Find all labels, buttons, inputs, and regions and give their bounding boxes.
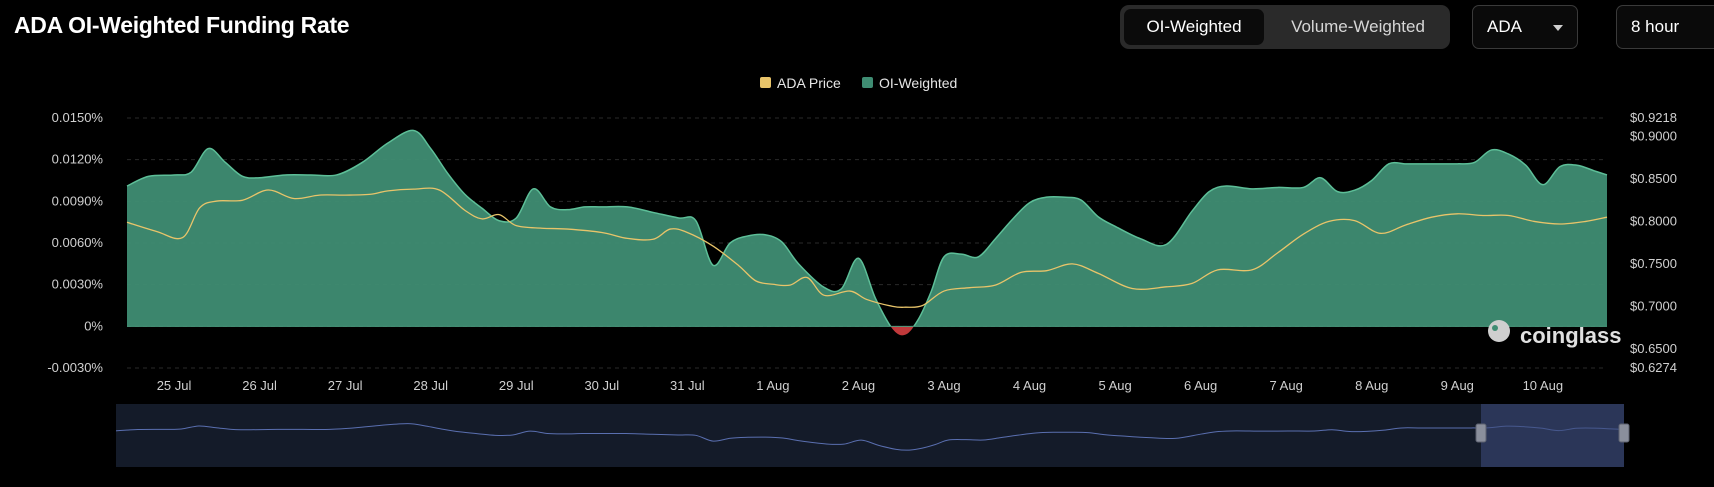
y-left-tick-label: -0.0030% — [47, 360, 103, 375]
legend-price[interactable]: ADA Price — [777, 75, 841, 91]
y-right-tick-label: $0.6274 — [1630, 360, 1677, 375]
chevron-down-icon — [1553, 25, 1563, 31]
y-right-tick-label: $0.9218 — [1630, 110, 1677, 125]
oi-area-positive — [127, 130, 1607, 327]
x-tick-label: 29 Jul — [499, 378, 534, 393]
interval-select[interactable]: 8 hour — [1616, 5, 1714, 49]
right-axis-labels: $0.9218 $0.9000 $0.8500 $0.8000 $0.7500 $0.70… — [1630, 110, 1677, 375]
interval-select-value: 8 hour — [1631, 17, 1680, 36]
y-left-tick-label: 0.0150% — [52, 110, 104, 125]
coinglass-logo-eye — [1492, 325, 1498, 331]
y-right-tick-label: $0.7500 — [1630, 256, 1677, 271]
x-tick-label: 10 Aug — [1523, 378, 1564, 393]
y-right-tick-label: $0.6500 — [1630, 341, 1677, 356]
y-left-tick-label: 0.0060% — [52, 235, 104, 250]
x-tick-label: 1 Aug — [756, 378, 789, 393]
oi-weighted-tab[interactable]: OI-Weighted — [1124, 9, 1264, 45]
range-navigator[interactable] — [115, 404, 1630, 467]
navigator-selection[interactable] — [1481, 404, 1624, 467]
x-tick-label: 8 Aug — [1355, 378, 1388, 393]
x-tick-label: 4 Aug — [1013, 378, 1046, 393]
price-line — [126, 187, 1608, 308]
navigator-handle-right[interactable] — [1618, 423, 1630, 443]
x-tick-label: 30 Jul — [584, 378, 619, 393]
coinglass-logo-icon — [1488, 320, 1510, 342]
x-tick-label: 26 Jul — [242, 378, 277, 393]
x-axis-labels: 25 Jul 26 Jul 27 Jul 28 Jul 29 Jul 30 Jul 31 J… — [157, 378, 1563, 393]
asset-select-value: ADA — [1487, 17, 1522, 36]
y-left-tick-label: 0% — [84, 318, 103, 333]
navigator-background — [116, 404, 1624, 467]
navigator-series — [115, 423, 1625, 451]
left-axis-labels: 0.0150% 0.0120% 0.0090% 0.0060% 0.0030% 0% -0.… — [47, 110, 103, 375]
y-right-tick-label: $0.8000 — [1630, 213, 1677, 228]
y-right-tick-label: $0.9000 — [1630, 129, 1677, 144]
x-tick-label: 7 Aug — [1270, 378, 1303, 393]
oi-area-negative — [890, 326, 914, 336]
navigator-handle-left[interactable] — [1475, 423, 1487, 443]
ada-price-line — [126, 187, 1608, 308]
y-right-tick-label: $0.8500 — [1630, 171, 1677, 186]
legend-oi-weighted[interactable]: OI-Weighted — [879, 75, 957, 91]
weighting-toggle: OI-Weighted Volume-Weighted — [1120, 5, 1450, 49]
asset-select[interactable]: ADA — [1472, 5, 1578, 49]
watermark-text: coinglass — [1520, 323, 1621, 348]
y-left-tick-label: 0.0090% — [52, 193, 104, 208]
oi-weighted-area — [126, 129, 1608, 336]
x-tick-label: 27 Jul — [328, 378, 363, 393]
y-right-tick-label: $0.7000 — [1630, 298, 1677, 313]
x-tick-label: 3 Aug — [927, 378, 960, 393]
x-tick-label: 25 Jul — [157, 378, 192, 393]
oi-weighted-line — [126, 129, 1608, 327]
y-left-tick-label: 0.0030% — [52, 277, 104, 292]
x-tick-label: 9 Aug — [1441, 378, 1474, 393]
page-title: ADA OI-Weighted Funding Rate — [14, 12, 350, 38]
legend: ADA Price OI-Weighted — [760, 75, 957, 91]
coinglass-watermark: coinglass — [1488, 320, 1621, 348]
y-left-tick-label: 0.0120% — [52, 152, 104, 167]
x-tick-label: 6 Aug — [1184, 378, 1217, 393]
x-tick-label: 5 Aug — [1098, 378, 1131, 393]
legend-swatch-price — [760, 77, 771, 88]
x-tick-label: 31 Jul — [670, 378, 705, 393]
volume-weighted-tab[interactable]: Volume-Weighted — [1291, 17, 1425, 36]
legend-swatch-oi — [862, 77, 873, 88]
x-tick-label: 28 Jul — [413, 378, 448, 393]
x-tick-label: 2 Aug — [842, 378, 875, 393]
